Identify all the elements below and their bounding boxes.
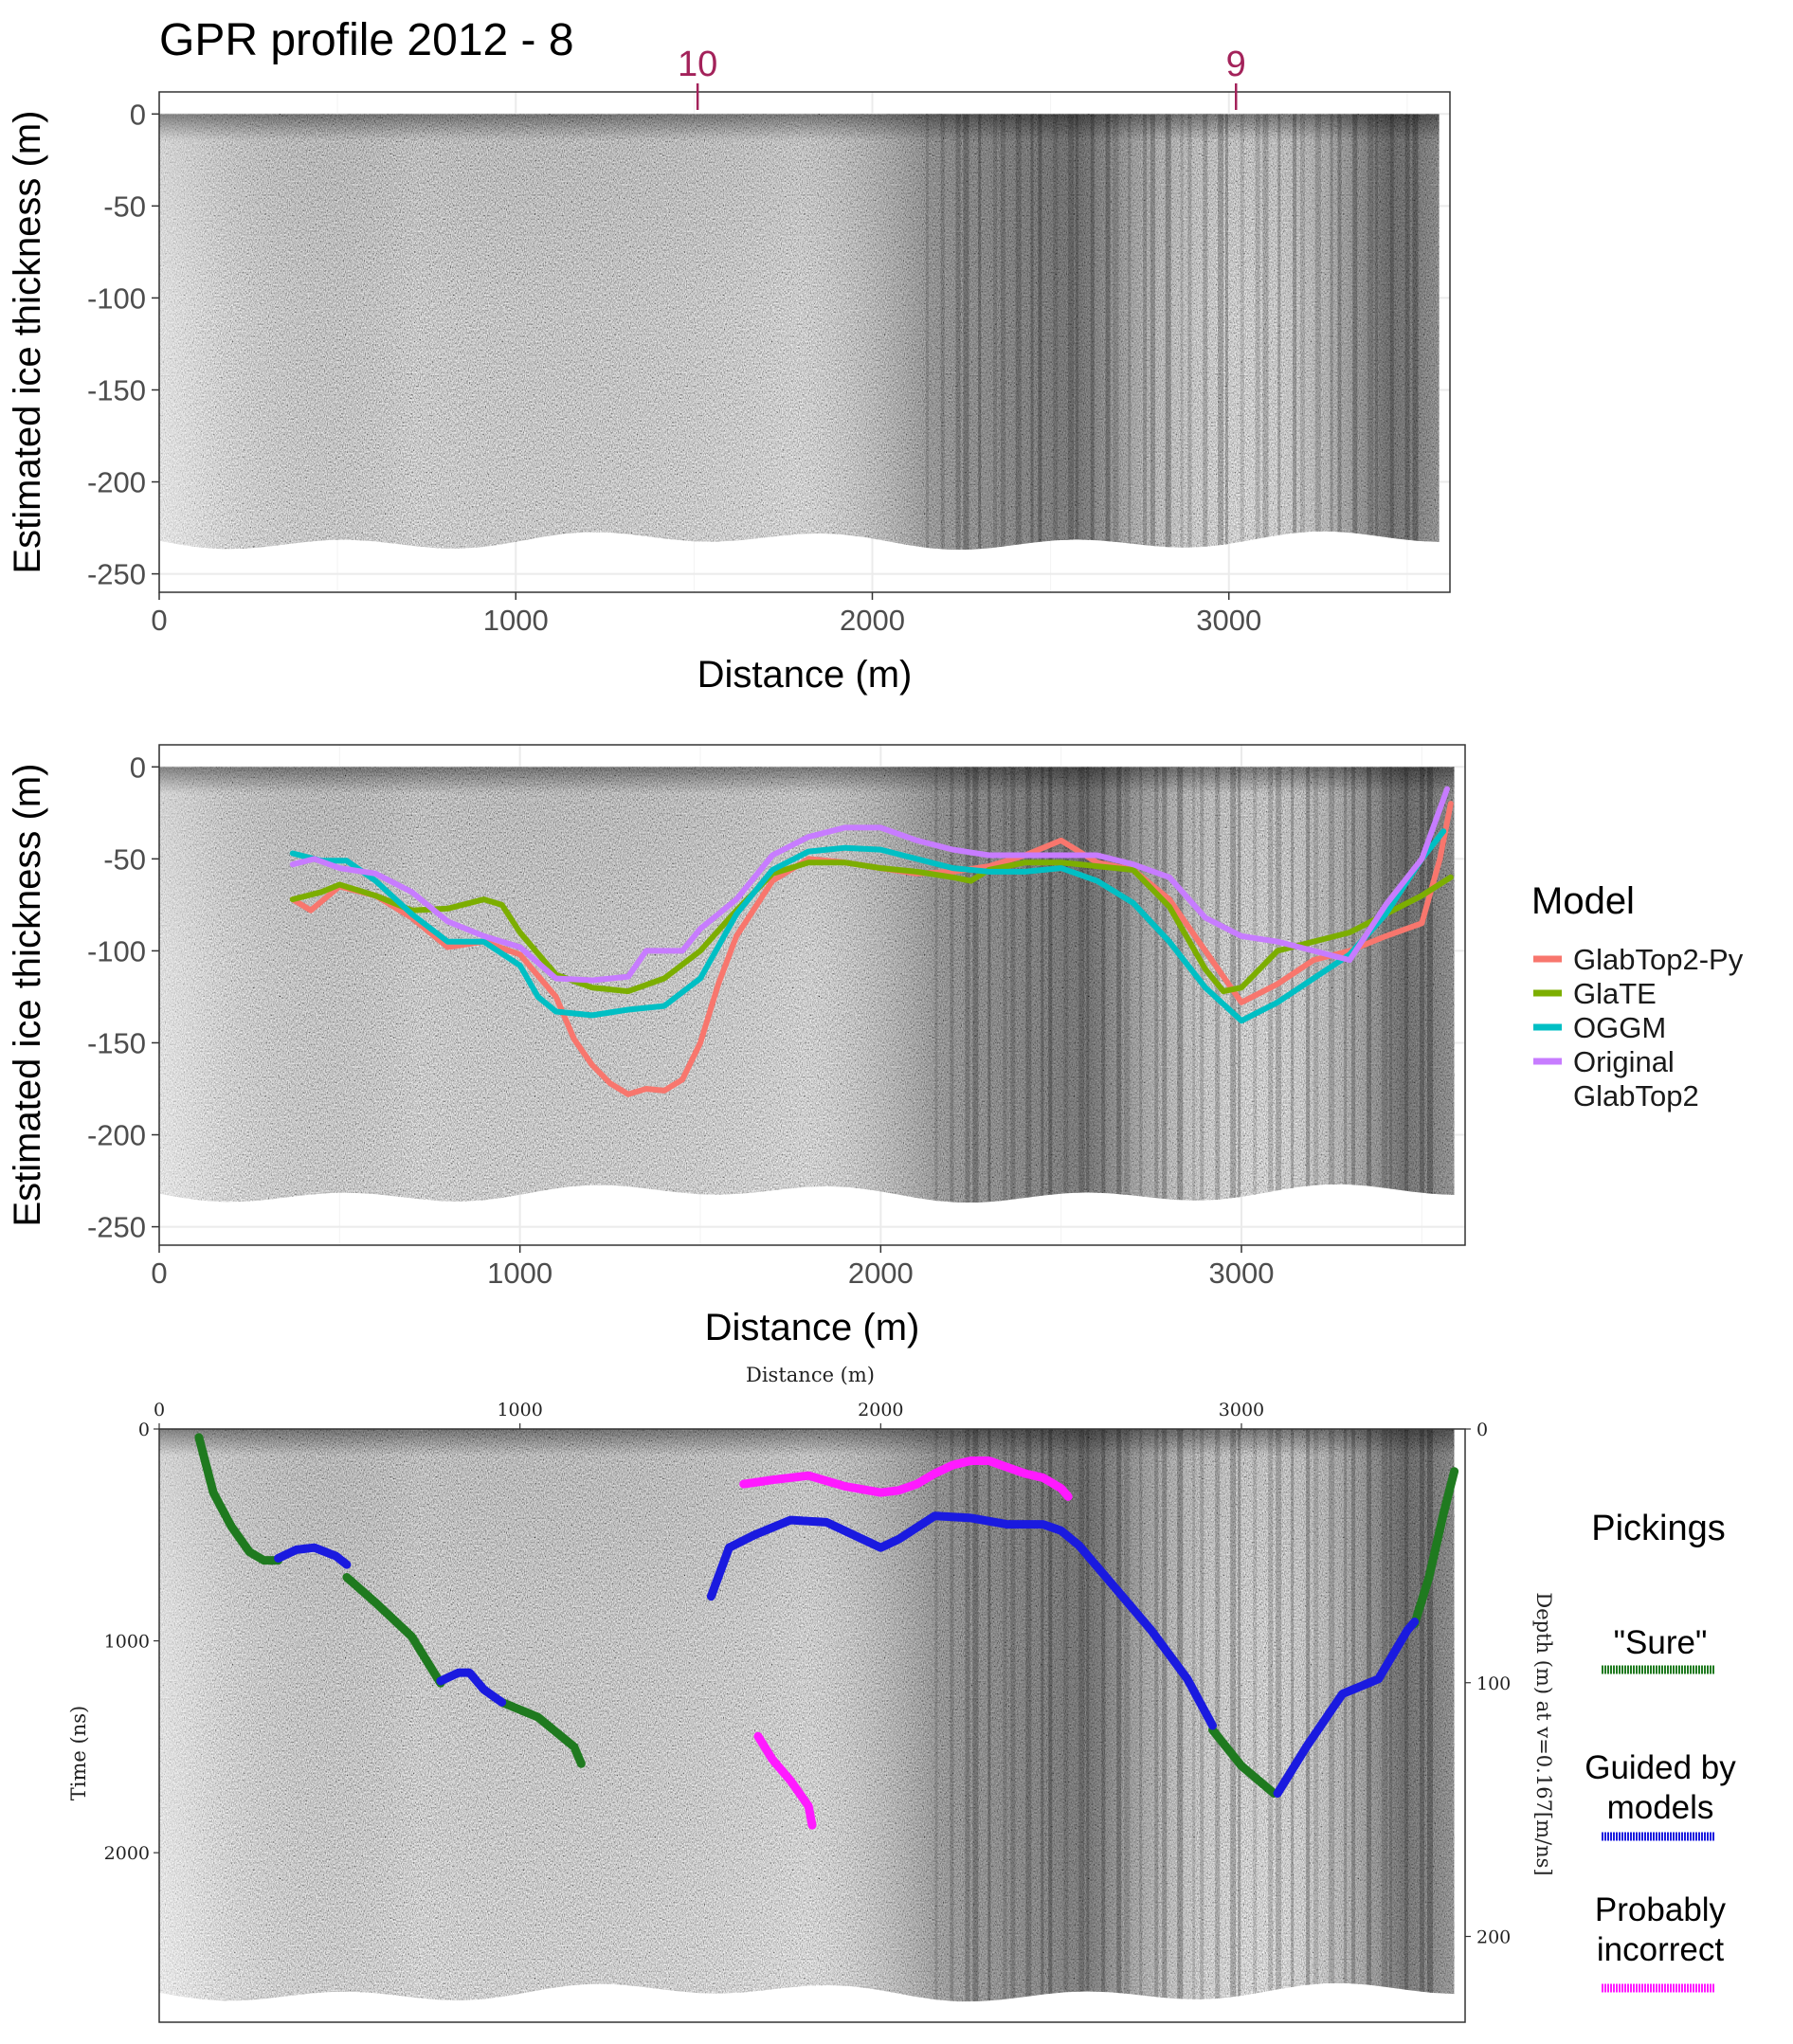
x-tick-label: 0 <box>151 604 167 637</box>
y-tick-label: 0 <box>130 751 146 784</box>
legend-label: GlabTop2 <box>1573 1079 1699 1112</box>
picking-guided <box>436 1668 507 1707</box>
series-line-original-glabtop2 <box>289 786 1450 984</box>
legend-label: "Sure" <box>1614 1624 1708 1661</box>
picking-sure <box>1208 1726 1278 1798</box>
picking-incorrect <box>739 1456 1073 1501</box>
legend-title: Model <box>1531 880 1635 922</box>
legend-title: Pickings <box>1591 1509 1726 1548</box>
legend-label: Guided by <box>1585 1749 1736 1786</box>
legend-label: Probably <box>1595 1891 1727 1928</box>
x-tick-label: 0 <box>154 1400 165 1420</box>
marker-label: 9 <box>1226 45 1246 84</box>
x-tick-label: 3000 <box>1196 604 1261 637</box>
y-tick-label: 0 <box>138 1420 150 1440</box>
picking-sure <box>194 1433 283 1565</box>
picking-guided <box>274 1543 352 1569</box>
picking-guided <box>1273 1618 1420 1798</box>
axes: 0 1000 2000 3000 0 -50 -100 -150 -200 -250 Distanc… <box>7 98 1261 696</box>
y-tick-label: -250 <box>87 1211 146 1244</box>
x-tick-label: 2000 <box>848 1257 914 1290</box>
y2-axis-label: Depth (m) at v=0.167[m/ns] <box>1532 1592 1555 1875</box>
y-tick-label: -200 <box>87 466 146 499</box>
x-tick-label: 0 <box>151 1257 167 1290</box>
y-tick-label: 0 <box>130 98 146 131</box>
marker-label: 10 <box>678 45 717 84</box>
y-tick-label: -150 <box>87 1026 146 1059</box>
x-tick-label: 1000 <box>487 1257 552 1290</box>
picking-guided <box>1075 1541 1217 1730</box>
axes: 0 1000 2000 3000 0 -50 -100 -150 -200 -250 Distanc… <box>7 751 1274 1348</box>
legend-label: incorrect <box>1597 1931 1724 1968</box>
y2-tick-label: 100 <box>1476 1673 1511 1694</box>
x-axis-label: Distance (m) <box>746 1364 875 1386</box>
picking-sure <box>342 1573 445 1688</box>
y-tick-label: -50 <box>103 842 146 876</box>
panel2-frame <box>158 744 1466 1246</box>
panel1-frame <box>158 91 1451 593</box>
legend-label: models <box>1607 1789 1714 1826</box>
picking-sure <box>1410 1467 1459 1629</box>
y-tick-label: -100 <box>87 281 146 315</box>
x-tick-label: 3000 <box>1209 1257 1275 1290</box>
x-axis-label: Distance (m) <box>705 1307 920 1348</box>
picking-incorrect <box>753 1731 817 1830</box>
x-axis-label: Distance (m) <box>697 654 913 696</box>
x-tick-label: 1000 <box>497 1400 542 1420</box>
y-tick-label: -50 <box>103 190 146 223</box>
y-tick-label: 1000 <box>104 1632 150 1653</box>
x-tick-label: 3000 <box>1219 1400 1264 1420</box>
legend-label: GlabTop2-Py <box>1573 943 1744 976</box>
legend-label: Original <box>1573 1045 1675 1078</box>
panel3-frame <box>158 1428 1466 2023</box>
y2-tick-label: 0 <box>1476 1420 1488 1440</box>
y-axis-label: Time (ns) <box>67 1706 90 1800</box>
y-tick-label: -100 <box>87 934 146 968</box>
series-line-glate <box>289 859 1454 995</box>
y-axis-label: Estimated ice thickness (m) <box>7 110 48 573</box>
x-tick-label: 1000 <box>483 604 549 637</box>
y-tick-label: -250 <box>87 558 146 591</box>
series-line-glabtop2-py <box>289 801 1454 1097</box>
y-tick-label: 2000 <box>104 1843 150 1864</box>
legend-label: OGGM <box>1573 1011 1666 1044</box>
x-tick-label: 2000 <box>858 1400 903 1420</box>
legend-label: GlaTE <box>1573 977 1657 1010</box>
y-axis-label: Estimated ice thickness (m) <box>7 763 48 1226</box>
panel1-radargram <box>159 114 1440 551</box>
legend-model: Model GlabTop2-PyGlaTEOGGMOriginalGlabTop… <box>1531 880 1744 1112</box>
series-line-oggm <box>289 828 1447 1024</box>
y2-tick-label: 200 <box>1476 1927 1511 1948</box>
picking-guided <box>706 1511 1084 1601</box>
x-tick-label: 2000 <box>840 604 905 637</box>
y-tick-label: -200 <box>87 1119 146 1152</box>
figure-title: GPR profile 2012 - 8 <box>159 15 574 65</box>
picking-sure <box>498 1697 586 1768</box>
y-tick-label: -150 <box>87 373 146 407</box>
